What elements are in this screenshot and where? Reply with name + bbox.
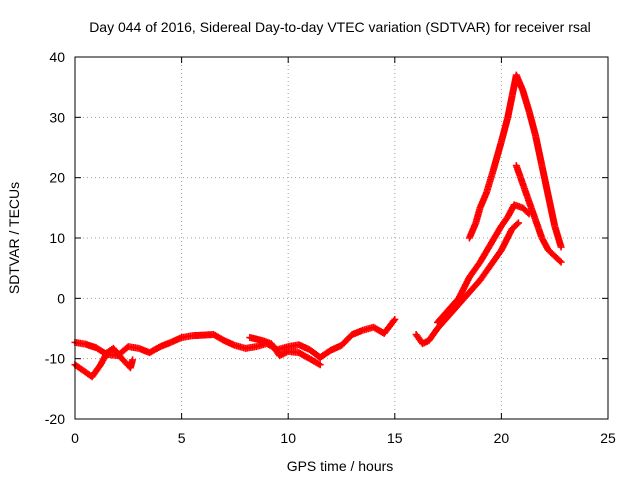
y-tick-label: 10 (49, 230, 65, 246)
axis-ticks: 0 5 10 15 20 25 -20 -10 0 10 20 30 40 (45, 49, 616, 446)
series-fill-segment (532, 133, 546, 168)
series-fill-segment (512, 201, 525, 211)
series-fill-segment (158, 339, 173, 350)
series-fill-segment (505, 202, 517, 219)
plot-frame (74, 56, 609, 420)
series-fill-segment (488, 247, 504, 268)
series-fill-segment (168, 334, 184, 346)
series-fill-segment (97, 350, 110, 367)
series-fill-segment (233, 342, 248, 352)
chart-title: Day 044 of 2016, Sidereal Day-to-day VTE… (89, 19, 591, 35)
y-tick-label: 20 (49, 170, 65, 186)
series-fill-segment (435, 308, 451, 325)
series-fill-segment (426, 326, 440, 343)
series-fill-segment (472, 206, 484, 225)
series-fill-segment (243, 343, 258, 352)
series-fill-segment (538, 163, 552, 198)
series-fill-segment (551, 224, 565, 249)
data-layer (71, 71, 565, 381)
y-tick-label: 40 (49, 49, 65, 65)
y-tick-label: 0 (57, 290, 65, 306)
series-fill-segment (89, 362, 104, 379)
series-fill-segment (526, 109, 539, 138)
series-fill-segment (445, 302, 462, 319)
series-fill-segment (247, 334, 265, 344)
series-fill-segment (73, 339, 88, 348)
series-track-B (71, 344, 137, 381)
series-fill-segment (126, 343, 141, 352)
series-fill-segment (222, 337, 237, 349)
series-fill-segment (211, 331, 227, 344)
series-fill-segment (466, 260, 483, 280)
series-fill-segment (296, 349, 312, 362)
series-track-F (465, 71, 565, 251)
series-fill-segment (477, 241, 494, 265)
x-tick-label: 15 (387, 430, 403, 446)
series-fill-segment (477, 190, 490, 210)
x-tick-label: 20 (494, 430, 510, 446)
series-fill-segment (488, 223, 505, 247)
series-track-D (412, 219, 522, 348)
series-fill-segment (147, 343, 163, 356)
series-fill-segment (445, 296, 462, 313)
series-track-G (512, 162, 565, 266)
x-tick-label: 0 (71, 430, 79, 446)
series-fill-segment (83, 341, 99, 351)
series-fill-segment (552, 253, 564, 265)
series-fill-segment (286, 348, 301, 356)
x-tick-label: 25 (600, 430, 616, 446)
series-fill-segment (435, 314, 451, 331)
y-tick-label: 30 (49, 109, 65, 125)
series-fill-segment (275, 343, 290, 353)
series-fill-segment (526, 199, 539, 222)
series-fill-segment (483, 169, 496, 195)
series-fill-segment (307, 356, 323, 368)
series-track-C (246, 334, 324, 369)
series-fill-segment (318, 347, 334, 361)
y-axis-label: SDTVAR / TECUs (6, 182, 22, 294)
y-tick-label: -20 (45, 411, 65, 427)
x-axis-label: GPS time / hours (287, 458, 394, 474)
series-fill-segment (456, 290, 472, 307)
series-fill-segment (381, 317, 398, 336)
series-fill-segment (498, 115, 511, 144)
series-fill-segment (498, 226, 515, 253)
series-fill-segment (296, 341, 312, 353)
y-tick-label: -10 (45, 351, 65, 367)
series-fill-segment (260, 337, 273, 347)
x-tick-label: 5 (178, 430, 186, 446)
x-tick-label: 10 (280, 430, 296, 446)
series-track-E (433, 201, 533, 326)
series-fill-segment (519, 181, 533, 204)
series-fill-segment (420, 337, 431, 347)
series-fill-segment (498, 214, 511, 228)
grid (75, 57, 608, 419)
series-fill-segment (350, 327, 365, 338)
series-fill-segment (520, 205, 532, 217)
series-fill-segment (328, 342, 344, 354)
series-fill-segment (456, 275, 473, 301)
series-fill-segment (466, 277, 483, 295)
series-fill-segment (532, 218, 545, 240)
series-fill-segment (546, 247, 557, 259)
series-fill-segment (504, 94, 516, 120)
series-track-A (71, 315, 399, 361)
series-fill-segment (477, 263, 494, 283)
series-fill-segment (539, 236, 552, 253)
series-fill-segment (545, 193, 558, 228)
series-fill-segment (72, 362, 86, 374)
series-fill-segment (466, 220, 479, 240)
series-fill-segment (519, 88, 533, 114)
series-fill-segment (110, 346, 125, 361)
series-fill-segment (489, 139, 505, 174)
series-fill-segment (190, 331, 216, 340)
series-fill-segment (513, 163, 526, 186)
series-fill-segment (105, 345, 116, 356)
series-fill-segment (513, 73, 526, 93)
series-fill-segment (127, 357, 136, 370)
series-fill-segment (339, 332, 355, 348)
series-fill-segment (509, 220, 521, 232)
